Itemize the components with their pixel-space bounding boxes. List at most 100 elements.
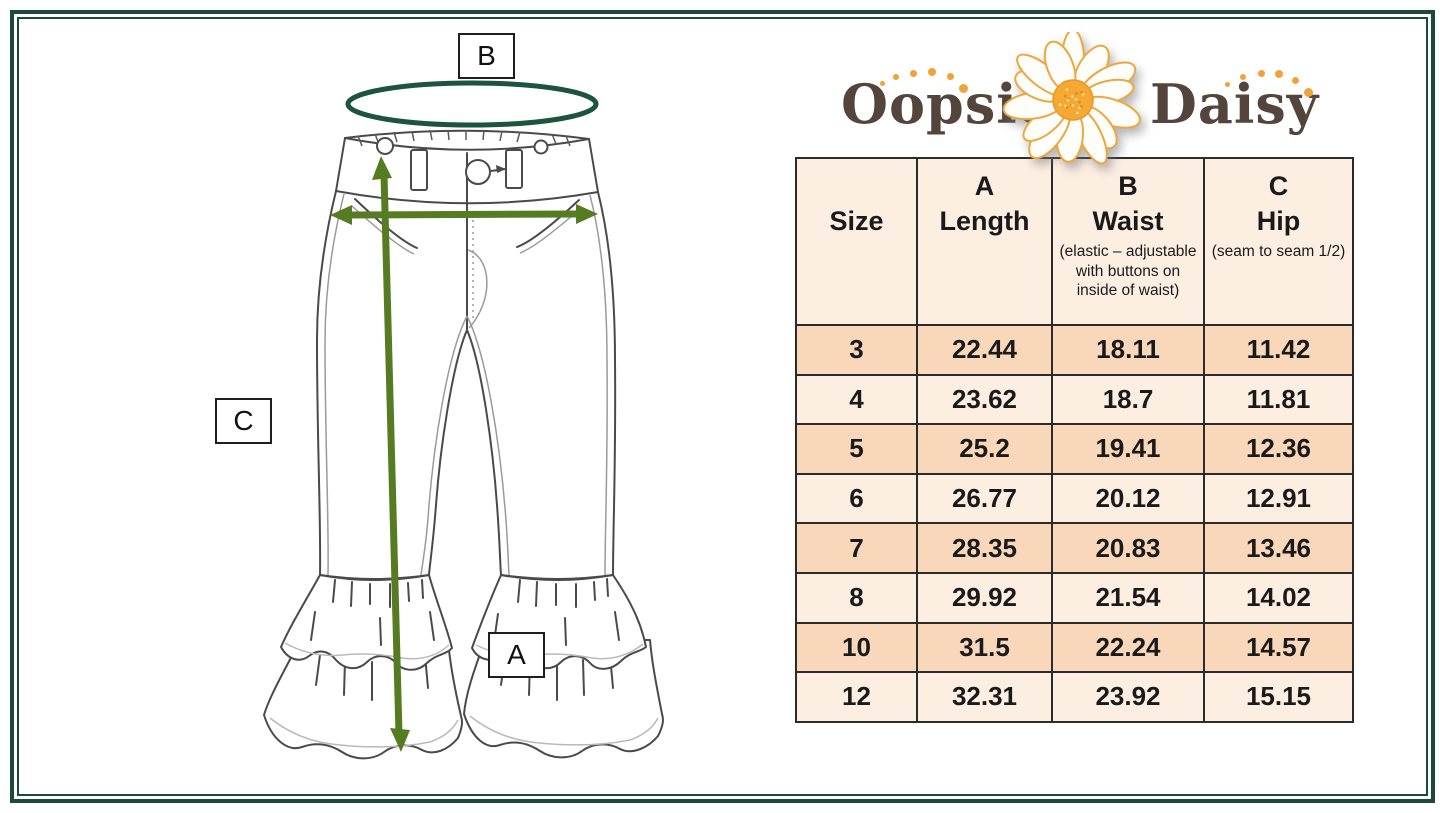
daisy-center-dot: [1081, 92, 1085, 96]
waist-inside-buttons: [376, 137, 549, 155]
col-header-hip: C Hip (seam to seam 1/2): [1203, 157, 1354, 326]
daisy-center-dot: [1080, 104, 1083, 108]
col-header-waist: B Waist (elastic – adjustable with butto…: [1051, 157, 1205, 326]
table-cell: 14.02: [1203, 571, 1354, 624]
daisy-center-dot: [1071, 103, 1075, 107]
daisy-center-dot: [1063, 94, 1067, 98]
daisy-flower-icon: [1002, 32, 1141, 165]
table-row: 8 29.92 21.54 14.02: [795, 571, 1354, 624]
waist-label: B: [477, 40, 496, 71]
table-cell: 25.2: [916, 423, 1053, 475]
table-cell: 12.36: [1203, 423, 1354, 475]
table-cell: 21.54: [1051, 571, 1205, 624]
daisy-center-dot: [1071, 95, 1074, 98]
table-cell: 4: [795, 373, 918, 426]
table-row: 7 28.35 20.83 13.46: [795, 522, 1354, 574]
measurement-arrows: [330, 156, 598, 752]
table-cell: 19.41: [1051, 423, 1205, 475]
brand-word-daisy: Daisy: [1150, 72, 1320, 136]
col-header-size: Size: [795, 157, 918, 326]
logo-arc-dot: [1275, 70, 1283, 78]
col-note: (seam to seam 1/2): [1211, 243, 1346, 260]
table-cell: 20.83: [1051, 522, 1205, 574]
logo-arc-dot: [879, 80, 885, 86]
left-ruffle-tier1: [280, 574, 453, 671]
col-letter: A: [974, 171, 995, 201]
table-cell: 12: [795, 671, 918, 723]
table-cell: 5: [795, 423, 918, 475]
daisy-center-dot: [1058, 103, 1062, 107]
logo-arc-dot: [1257, 69, 1265, 77]
col-letter: B: [1118, 171, 1138, 201]
table-cell: 18.11: [1051, 324, 1205, 376]
daisy-center-dot: [1074, 92, 1078, 95]
table-cell: 32.31: [916, 671, 1053, 723]
daisy-center-dot: [1066, 98, 1070, 102]
size-table-wrap: Size A Length B Waist (elastic – a: [795, 157, 1354, 723]
table-cell: 31.5: [916, 621, 1053, 674]
table-cell: 23.92: [1051, 671, 1205, 723]
table-cell: 20.12: [1051, 472, 1205, 525]
daisy-center-dot: [1065, 105, 1069, 109]
daisy-center-dot: [1080, 90, 1083, 94]
pants-technical-drawing: [263, 80, 664, 760]
table-cell: 28.35: [916, 522, 1053, 574]
waist-measure-ellipse: [345, 80, 599, 128]
table-row: 4 23.62 18.7 11.81: [795, 373, 1354, 426]
table-cell: 22.44: [916, 324, 1053, 376]
table-cell: 29.92: [916, 571, 1053, 624]
table-cell: 22.24: [1051, 621, 1205, 674]
front-button: [465, 159, 506, 185]
logo-arc-dot: [1303, 87, 1313, 97]
logo-arc-dot: [1224, 81, 1230, 87]
table-row: 6 26.77 20.12 12.91: [795, 472, 1354, 525]
daisy-center: [1052, 79, 1094, 121]
col-header-length: A Length: [916, 157, 1053, 326]
daisy-center-dot: [1065, 88, 1069, 92]
table-cell: 13.46: [1203, 522, 1354, 574]
table-cell: 11.81: [1203, 373, 1354, 426]
table-cell: 8: [795, 571, 918, 624]
col-letter: C: [1268, 171, 1289, 201]
logo-arc-dot: [1291, 76, 1299, 84]
hip-label-box: C: [215, 398, 272, 444]
table-header-row: Size A Length B Waist (elastic – a: [795, 157, 1354, 326]
logo-arc-dot: [1240, 74, 1246, 80]
logo-arc-dot: [928, 68, 936, 76]
logo-arc-dot: [909, 69, 917, 77]
col-title: Hip: [1256, 206, 1301, 236]
daisy-center-dot: [1078, 100, 1081, 104]
table-cell: 6: [795, 472, 918, 525]
length-label-box: A: [488, 632, 545, 678]
waist-label-box: B: [458, 33, 515, 79]
table-cell: 14.57: [1203, 621, 1354, 674]
table-cell: 10: [795, 621, 918, 674]
daisy-center-dot: [1074, 98, 1078, 101]
table-row: 12 32.31 23.92 15.15: [795, 671, 1354, 723]
logo-arc-dot: [893, 74, 899, 80]
col-title: Waist: [1092, 206, 1164, 236]
table-cell: 23.62: [916, 373, 1053, 426]
col-title: Length: [939, 206, 1030, 236]
size-table: Size A Length B Waist (elastic – a: [795, 157, 1354, 723]
logo-arc-dot: [958, 83, 968, 93]
table-cell: 15.15: [1203, 671, 1354, 723]
page-border-frame-inner: [17, 17, 1428, 796]
daisy-center-speckles: [1058, 88, 1085, 115]
table-cell: 11.42: [1203, 324, 1354, 376]
table-row: 3 22.44 18.11 11.42: [795, 324, 1354, 376]
size-table-body: 3 22.44 18.11 11.42 4 23.62 18.7 11.81 5 25.2 19.4…: [795, 324, 1354, 723]
table-cell: 18.7: [1051, 373, 1205, 426]
logo-arc-dot: [946, 72, 954, 80]
col-title: Size: [829, 206, 884, 236]
hip-label: C: [233, 405, 254, 436]
table-row: 5 25.2 19.41 12.36: [795, 423, 1354, 475]
table-cell: 3: [795, 324, 918, 376]
length-label: A: [507, 639, 526, 670]
daisy-center-dot: [1076, 111, 1079, 115]
page-border-frame: [10, 10, 1435, 803]
table-cell: 26.77: [916, 472, 1053, 525]
col-note: (elastic – adjustable with buttons on in…: [1059, 243, 1197, 299]
table-cell: 7: [795, 522, 918, 574]
